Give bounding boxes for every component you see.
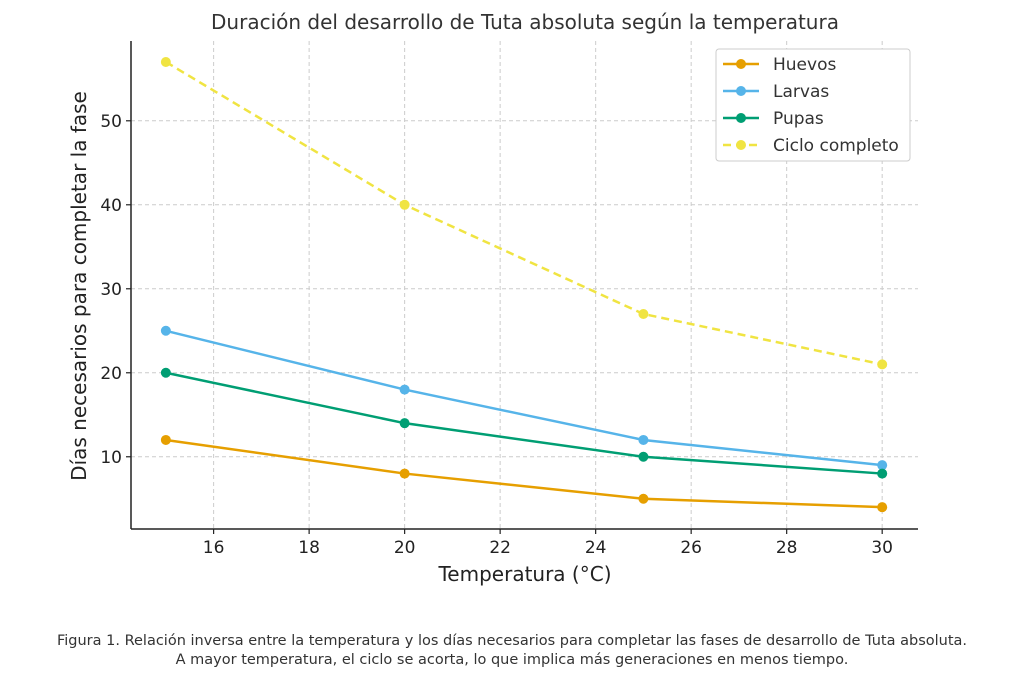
data-point-huevos	[638, 493, 649, 504]
legend-marker	[736, 59, 746, 69]
x-axis-label: Temperatura (°C)	[437, 562, 611, 586]
data-point-pupas	[399, 418, 410, 429]
data-point-pupas	[638, 451, 649, 462]
legend-marker	[736, 140, 746, 150]
legend-marker	[736, 86, 746, 96]
series-line-pupas	[165, 371, 883, 475]
legend-label: Larvas	[773, 82, 829, 102]
y-tick-label: 40	[100, 196, 122, 216]
series-line-ciclo-completo	[165, 60, 883, 366]
series-line-larvas	[165, 329, 883, 467]
legend-label: Ciclo completo	[773, 136, 899, 156]
x-tick-label: 26	[680, 538, 702, 558]
legend-box	[715, 48, 911, 162]
x-tick-label: 16	[203, 538, 225, 558]
data-point-ciclo-completo	[638, 308, 649, 319]
legend-label: Huevos	[773, 55, 836, 75]
x-tick-label: 24	[585, 538, 607, 558]
x-tick-label: 30	[871, 538, 893, 558]
x-tick-label: 28	[776, 538, 798, 558]
caption-line-1: Figura 1. Relación inversa entre la temp…	[56, 633, 968, 649]
data-point-larvas	[877, 460, 888, 471]
data-point-ciclo-completo	[877, 359, 888, 370]
data-point-larvas	[399, 384, 410, 395]
data-point-huevos	[877, 502, 888, 513]
figure-caption: Figura 1. Relación inversa entre la temp…	[0, 632, 1024, 670]
y-tick-label: 30	[100, 280, 122, 300]
y-tick-label: 10	[100, 448, 122, 468]
chart-title: Duración del desarrollo de Tuta absoluta…	[211, 10, 839, 34]
y-tick-label: 50	[100, 112, 122, 132]
caption-line-2: A mayor temperatura, el ciclo se acorta,…	[175, 652, 849, 668]
x-tick-label: 22	[489, 538, 511, 558]
line-chart: Duración del desarrollo de Tuta absoluta…	[67, 10, 918, 586]
data-point-huevos	[399, 468, 410, 479]
legend-label: Pupas	[773, 109, 824, 129]
y-tick-label: 20	[100, 364, 122, 384]
x-tick-label: 20	[394, 538, 416, 558]
data-point-pupas	[877, 468, 888, 479]
x-tick-label: 18	[298, 538, 320, 558]
data-point-pupas	[160, 367, 171, 378]
legend-marker	[736, 113, 746, 123]
data-point-larvas	[160, 325, 171, 336]
data-point-larvas	[638, 434, 649, 445]
series-line-huevos	[165, 438, 883, 509]
data-point-ciclo-completo	[160, 56, 171, 67]
y-axis-label: Días necesarios para completar la fase	[67, 91, 91, 481]
data-point-huevos	[160, 434, 171, 445]
data-point-ciclo-completo	[399, 199, 410, 210]
